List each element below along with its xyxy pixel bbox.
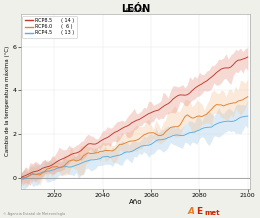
X-axis label: Año: Año bbox=[129, 199, 142, 205]
Y-axis label: Cambio de la temperatura máxima (°C): Cambio de la temperatura máxima (°C) bbox=[4, 46, 10, 157]
Title: LEÓN: LEÓN bbox=[121, 4, 150, 14]
Text: ANUAL: ANUAL bbox=[125, 8, 146, 13]
Text: met: met bbox=[204, 210, 220, 216]
Legend: RCP8.5      ( 14 ), RCP6.0      (  6 ), RCP4.5      ( 13 ): RCP8.5 ( 14 ), RCP6.0 ( 6 ), RCP4.5 ( 13… bbox=[22, 16, 77, 38]
Text: A: A bbox=[187, 207, 194, 216]
Text: © Agencia Estatal de Meteorología: © Agencia Estatal de Meteorología bbox=[3, 212, 65, 216]
Text: E: E bbox=[196, 207, 203, 216]
